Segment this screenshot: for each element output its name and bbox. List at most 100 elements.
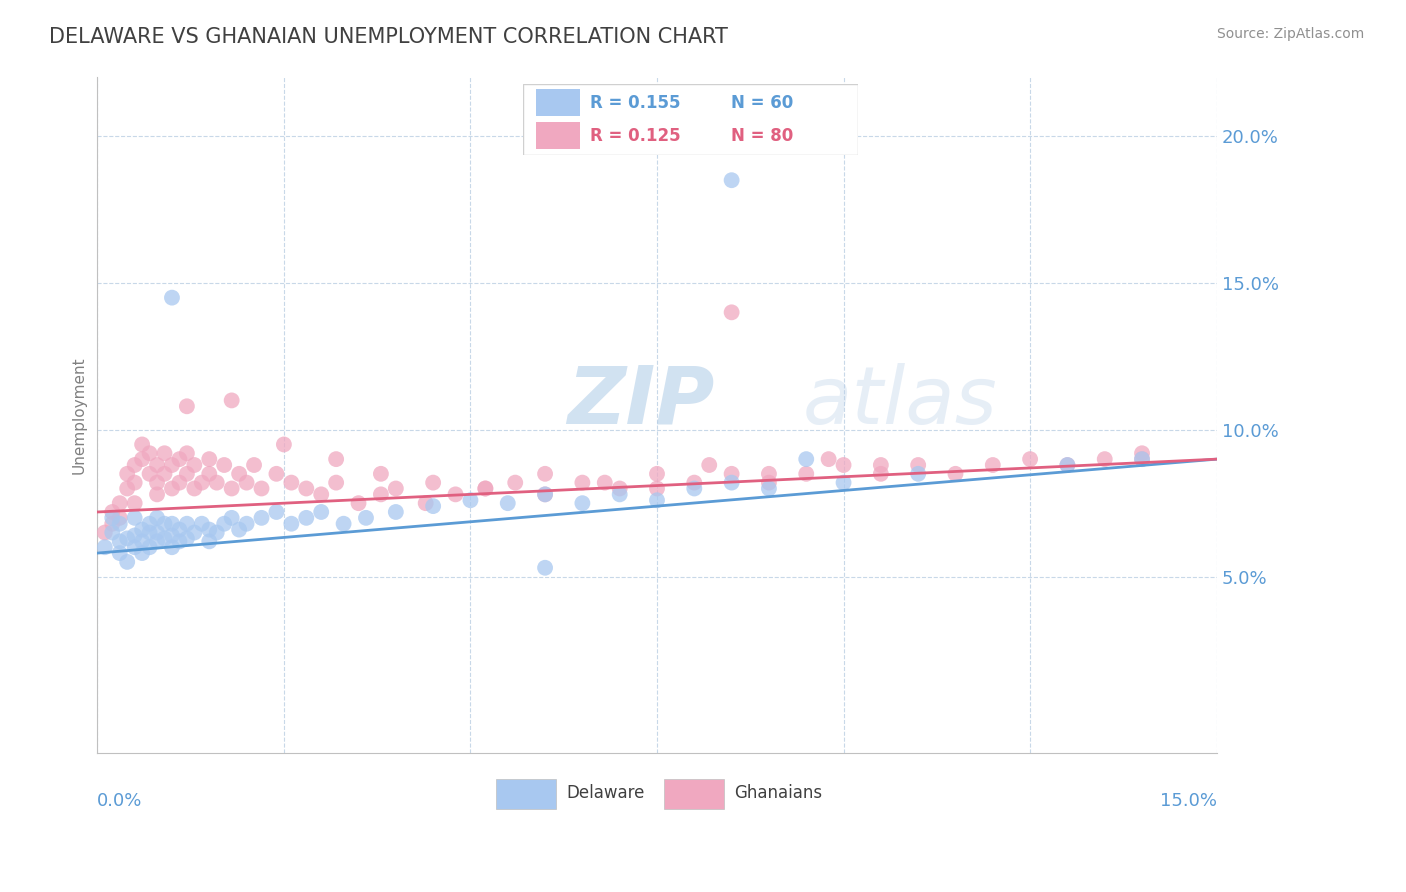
Point	[160, 458, 183, 472]
Text: DELAWARE VS GHANAIAN UNEMPLOYMENT CORRELATION CHART: DELAWARE VS GHANAIAN UNEMPLOYMENT CORREL…	[49, 27, 728, 46]
Point	[169, 523, 191, 537]
Point	[108, 516, 131, 531]
Point	[295, 482, 318, 496]
Point	[94, 540, 117, 554]
Point	[153, 532, 176, 546]
Point	[131, 452, 153, 467]
Point	[183, 458, 205, 472]
Point	[146, 458, 169, 472]
Point	[496, 496, 519, 510]
Point	[138, 516, 160, 531]
Point	[124, 475, 146, 490]
Point	[720, 305, 742, 319]
Point	[115, 532, 138, 546]
Point	[146, 475, 169, 490]
Point	[146, 511, 169, 525]
Point	[183, 482, 205, 496]
Point	[474, 482, 496, 496]
Point	[907, 467, 929, 481]
Point	[205, 475, 228, 490]
Point	[198, 452, 221, 467]
Point	[138, 525, 160, 540]
Point	[228, 523, 250, 537]
Point	[221, 511, 243, 525]
Point	[460, 493, 482, 508]
Point	[266, 467, 288, 481]
Point	[153, 446, 176, 460]
Y-axis label: Unemployment: Unemployment	[72, 356, 86, 474]
Point	[198, 523, 221, 537]
Point	[571, 496, 593, 510]
Point	[385, 505, 408, 519]
Point	[354, 511, 377, 525]
Point	[235, 475, 257, 490]
Point	[115, 555, 138, 569]
Point	[273, 437, 295, 451]
Point	[1094, 452, 1116, 467]
Point	[212, 458, 235, 472]
Point	[370, 467, 392, 481]
Point	[280, 516, 302, 531]
Point	[325, 452, 347, 467]
Point	[101, 505, 124, 519]
Point	[115, 482, 138, 496]
Point	[146, 487, 169, 501]
Point	[131, 437, 153, 451]
Point	[212, 516, 235, 531]
Point	[146, 525, 169, 540]
Point	[422, 475, 444, 490]
Point	[101, 516, 124, 531]
Point	[146, 534, 169, 549]
Point	[169, 534, 191, 549]
Point	[101, 511, 124, 525]
Point	[138, 467, 160, 481]
Point	[683, 475, 706, 490]
Point	[176, 446, 198, 460]
Point	[534, 561, 557, 575]
Text: Source: ZipAtlas.com: Source: ZipAtlas.com	[1216, 27, 1364, 41]
Point	[280, 475, 302, 490]
Point	[160, 291, 183, 305]
Point	[981, 458, 1004, 472]
Point	[183, 525, 205, 540]
Point	[534, 487, 557, 501]
Point	[101, 525, 124, 540]
Point	[593, 475, 616, 490]
Point	[758, 467, 780, 481]
Point	[295, 511, 318, 525]
Point	[160, 540, 183, 554]
Point	[309, 487, 332, 501]
Point	[645, 493, 668, 508]
Point	[332, 516, 354, 531]
Point	[108, 496, 131, 510]
Point	[169, 452, 191, 467]
Point	[115, 467, 138, 481]
Point	[683, 482, 706, 496]
Point	[235, 516, 257, 531]
Point	[221, 393, 243, 408]
Point	[176, 399, 198, 413]
Point	[347, 496, 370, 510]
Point	[645, 467, 668, 481]
Point	[758, 475, 780, 490]
Point	[794, 452, 817, 467]
Point	[645, 482, 668, 496]
Point	[758, 482, 780, 496]
Point	[385, 482, 408, 496]
Point	[138, 446, 160, 460]
Point	[124, 458, 146, 472]
Text: atlas: atlas	[803, 362, 997, 441]
Point	[108, 511, 131, 525]
Point	[832, 458, 855, 472]
Point	[124, 511, 146, 525]
Point	[191, 475, 214, 490]
Point	[817, 452, 839, 467]
Point	[534, 487, 557, 501]
Point	[794, 467, 817, 481]
Point	[198, 467, 221, 481]
Point	[945, 467, 967, 481]
Point	[160, 482, 183, 496]
Point	[422, 499, 444, 513]
Point	[250, 482, 273, 496]
Point	[832, 475, 855, 490]
